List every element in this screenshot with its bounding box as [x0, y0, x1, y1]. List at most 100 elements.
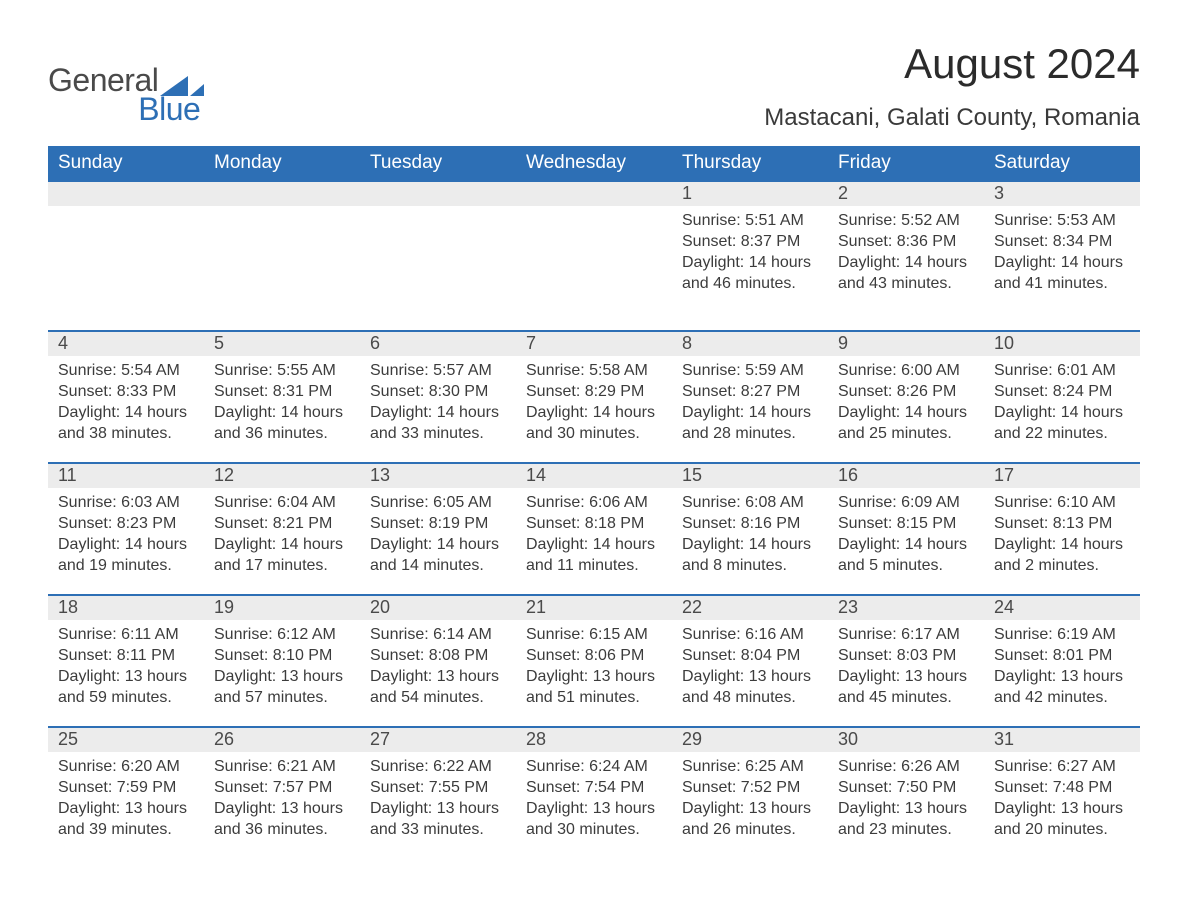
day-cell-13: 13Sunrise: 6:05 AMSunset: 8:19 PMDayligh…	[360, 462, 516, 594]
sunset-line: Sunset: 8:16 PM	[682, 513, 818, 534]
day-number: 14	[516, 464, 672, 488]
sunrise-line: Sunrise: 6:06 AM	[526, 492, 662, 513]
sunset-line: Sunset: 8:23 PM	[58, 513, 194, 534]
day-content: Sunrise: 6:04 AMSunset: 8:21 PMDaylight:…	[204, 488, 360, 582]
day-cell-3: 3Sunrise: 5:53 AMSunset: 8:34 PMDaylight…	[984, 182, 1140, 330]
day-wrap: 17 Sunrise: 6:10 AMSunset: 8:13 PMDayligh…	[984, 462, 1140, 582]
day-wrap: 26Sunrise: 6:21 AMSunset: 7:57 PMDayligh…	[204, 726, 360, 846]
daylight-line: Daylight: 14 hours and 38 minutes.	[58, 402, 194, 444]
day-wrap: 23Sunrise: 6:17 AMSunset: 8:03 PMDayligh…	[828, 594, 984, 714]
day-cell-16: 16Sunrise: 6:09 AMSunset: 8:15 PMDayligh…	[828, 462, 984, 594]
sunrise-line: Sunrise: 5:59 AM	[682, 360, 818, 381]
day-cell-11: 11Sunrise: 6:03 AMSunset: 8:23 PMDayligh…	[48, 462, 204, 594]
weekday-thursday: Thursday	[672, 146, 828, 182]
sunset-line: Sunset: 8:04 PM	[682, 645, 818, 666]
day-number: 2	[828, 182, 984, 206]
day-wrap: 24Sunrise: 6:19 AMSunset: 8:01 PMDayligh…	[984, 594, 1140, 714]
day-content: Sunrise: 5:54 AMSunset: 8:33 PMDaylight:…	[48, 356, 204, 450]
day-content: Sunrise: 5:59 AMSunset: 8:27 PMDaylight:…	[672, 356, 828, 450]
sunset-line: Sunset: 8:26 PM	[838, 381, 974, 402]
sunrise-line: Sunrise: 6:00 AM	[838, 360, 974, 381]
day-cell-22: 22Sunrise: 6:16 AMSunset: 8:04 PMDayligh…	[672, 594, 828, 726]
day-wrap: 12Sunrise: 6:04 AMSunset: 8:21 PMDayligh…	[204, 462, 360, 582]
day-wrap: 4Sunrise: 5:54 AMSunset: 8:33 PMDaylight…	[48, 330, 204, 450]
day-number: 29	[672, 728, 828, 752]
day-content: Sunrise: 5:58 AMSunset: 8:29 PMDaylight:…	[516, 356, 672, 450]
day-content: Sunrise: 6:22 AMSunset: 7:55 PMDaylight:…	[360, 752, 516, 846]
sunrise-line: Sunrise: 5:55 AM	[214, 360, 350, 381]
title-block: August 2024 Mastacani, Galati County, Ro…	[764, 40, 1140, 132]
daylight-line: Daylight: 14 hours and 36 minutes.	[214, 402, 350, 444]
day-number: 17	[984, 464, 1140, 488]
day-content: Sunrise: 6:19 AMSunset: 8:01 PMDaylight:…	[984, 620, 1140, 714]
day-content: Sunrise: 6:26 AMSunset: 7:50 PMDaylight:…	[828, 752, 984, 846]
daylight-line: Daylight: 14 hours and 2 minutes.	[994, 534, 1130, 576]
daylight-line: Daylight: 13 hours and 33 minutes.	[370, 798, 506, 840]
sunrise-line: Sunrise: 6:10 AM	[994, 492, 1130, 513]
sunset-line: Sunset: 8:34 PM	[994, 231, 1130, 252]
weekday-saturday: Saturday	[984, 146, 1140, 182]
header: General Blue August 2024 Mastacani, Gala…	[48, 40, 1140, 132]
day-cell-20: 20Sunrise: 6:14 AMSunset: 8:08 PMDayligh…	[360, 594, 516, 726]
weekday-sunday: Sunday	[48, 146, 204, 182]
weekday-monday: Monday	[204, 146, 360, 182]
calendar-row: 4Sunrise: 5:54 AMSunset: 8:33 PMDaylight…	[48, 330, 1140, 462]
day-number: 18	[48, 596, 204, 620]
day-content: Sunrise: 5:53 AMSunset: 8:34 PMDaylight:…	[984, 206, 1140, 300]
day-content: Sunrise: 6:14 AMSunset: 8:08 PMDaylight:…	[360, 620, 516, 714]
daylight-line: Daylight: 14 hours and 25 minutes.	[838, 402, 974, 444]
sunrise-line: Sunrise: 6:20 AM	[58, 756, 194, 777]
day-content: Sunrise: 6:01 AMSunset: 8:24 PMDaylight:…	[984, 356, 1140, 450]
sunset-line: Sunset: 8:30 PM	[370, 381, 506, 402]
day-wrap: 16Sunrise: 6:09 AMSunset: 8:15 PMDayligh…	[828, 462, 984, 582]
day-wrap: 29Sunrise: 6:25 AMSunset: 7:52 PMDayligh…	[672, 726, 828, 846]
day-number: 8	[672, 332, 828, 356]
daylight-line: Daylight: 14 hours and 33 minutes.	[370, 402, 506, 444]
sunset-line: Sunset: 8:08 PM	[370, 645, 506, 666]
sunset-line: Sunset: 8:01 PM	[994, 645, 1130, 666]
day-number: 31	[984, 728, 1140, 752]
calendar-row: 25Sunrise: 6:20 AMSunset: 7:59 PMDayligh…	[48, 726, 1140, 858]
day-number: 22	[672, 596, 828, 620]
sunset-line: Sunset: 8:21 PM	[214, 513, 350, 534]
daylight-line: Daylight: 13 hours and 48 minutes.	[682, 666, 818, 708]
day-wrap: 21Sunrise: 6:15 AMSunset: 8:06 PMDayligh…	[516, 594, 672, 714]
day-cell-12: 12Sunrise: 6:04 AMSunset: 8:21 PMDayligh…	[204, 462, 360, 594]
day-number: 25	[48, 728, 204, 752]
sunrise-line: Sunrise: 6:27 AM	[994, 756, 1130, 777]
day-cell-6: 6Sunrise: 5:57 AMSunset: 8:30 PMDaylight…	[360, 330, 516, 462]
sunrise-line: Sunrise: 6:21 AM	[214, 756, 350, 777]
sunset-line: Sunset: 8:37 PM	[682, 231, 818, 252]
sunset-line: Sunset: 8:13 PM	[994, 513, 1130, 534]
day-content: Sunrise: 6:15 AMSunset: 8:06 PMDaylight:…	[516, 620, 672, 714]
sunset-line: Sunset: 7:50 PM	[838, 777, 974, 798]
day-number: 19	[204, 596, 360, 620]
day-cell-1: 1Sunrise: 5:51 AMSunset: 8:37 PMDaylight…	[672, 182, 828, 330]
day-wrap: 22Sunrise: 6:16 AMSunset: 8:04 PMDayligh…	[672, 594, 828, 714]
calendar-row: 1Sunrise: 5:51 AMSunset: 8:37 PMDaylight…	[48, 182, 1140, 330]
sunrise-line: Sunrise: 6:26 AM	[838, 756, 974, 777]
day-wrap: 27Sunrise: 6:22 AMSunset: 7:55 PMDayligh…	[360, 726, 516, 846]
sunset-line: Sunset: 7:52 PM	[682, 777, 818, 798]
sunrise-line: Sunrise: 5:54 AM	[58, 360, 194, 381]
sunrise-line: Sunrise: 6:19 AM	[994, 624, 1130, 645]
day-content: Sunrise: 6:27 AMSunset: 7:48 PMDaylight:…	[984, 752, 1140, 846]
day-wrap: 3Sunrise: 5:53 AMSunset: 8:34 PMDaylight…	[984, 182, 1140, 300]
day-content: Sunrise: 6:12 AMSunset: 8:10 PMDaylight:…	[204, 620, 360, 714]
sunset-line: Sunset: 7:54 PM	[526, 777, 662, 798]
day-content: Sunrise: 6:24 AMSunset: 7:54 PMDaylight:…	[516, 752, 672, 846]
daylight-line: Daylight: 13 hours and 20 minutes.	[994, 798, 1130, 840]
sunrise-line: Sunrise: 6:09 AM	[838, 492, 974, 513]
daylight-line: Daylight: 14 hours and 30 minutes.	[526, 402, 662, 444]
daylight-line: Daylight: 14 hours and 8 minutes.	[682, 534, 818, 576]
day-number: 6	[360, 332, 516, 356]
day-number: 4	[48, 332, 204, 356]
day-cell-15: 15Sunrise: 6:08 AMSunset: 8:16 PMDayligh…	[672, 462, 828, 594]
day-cell-10: 10Sunrise: 6:01 AMSunset: 8:24 PMDayligh…	[984, 330, 1140, 462]
empty-day-strip	[48, 182, 204, 206]
daylight-line: Daylight: 13 hours and 54 minutes.	[370, 666, 506, 708]
calendar-body: 1Sunrise: 5:51 AMSunset: 8:37 PMDaylight…	[48, 182, 1140, 858]
day-content: Sunrise: 5:52 AMSunset: 8:36 PMDaylight:…	[828, 206, 984, 300]
daylight-line: Daylight: 13 hours and 23 minutes.	[838, 798, 974, 840]
day-cell-28: 28Sunrise: 6:24 AMSunset: 7:54 PMDayligh…	[516, 726, 672, 858]
